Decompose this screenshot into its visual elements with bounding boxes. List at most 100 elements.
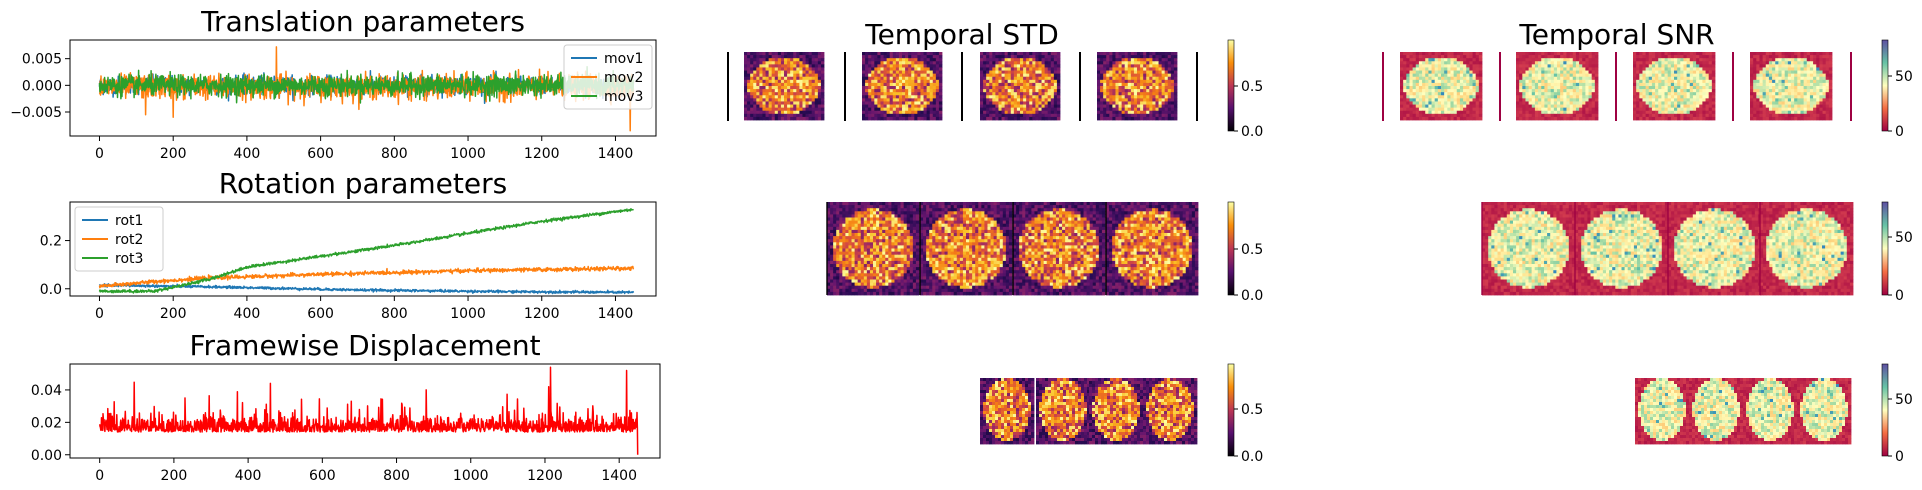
legend-label-mov2: mov2 [604, 70, 643, 86]
std-colorbar-3-bar [1227, 363, 1235, 457]
x-tick-label: 0 [95, 306, 104, 322]
rotation-x-ticks: 0 200 400 600 800 1000 1200 1400 [95, 296, 633, 322]
snr-slice-coronal-1 [1574, 202, 1669, 296]
rotation-legend: rot1 rot2 rot3 [74, 206, 164, 272]
snr-slice-axial-0 [1400, 52, 1483, 121]
std-cb2-label-1: 0.5 [1241, 242, 1263, 258]
fd-x-ticks: 0 200 400 600 800 1000 1200 1400 [95, 458, 637, 484]
temporal-std-title: Temporal STD [864, 18, 1059, 51]
legend-label-mov3: mov3 [604, 89, 643, 105]
x-tick-label: 1000 [450, 306, 486, 322]
x-tick-label: 1200 [524, 146, 560, 162]
std-slice-axial-0 [744, 52, 825, 121]
x-tick-label: 400 [235, 468, 262, 484]
x-tick-label: 1000 [453, 468, 489, 484]
x-tick-label: 600 [307, 146, 334, 162]
fd-lines [98, 366, 639, 455]
translation-title: Translation parameters [200, 5, 525, 38]
snr-axial-slices [1382, 52, 1852, 121]
std-slice-coronal-0 [826, 202, 920, 296]
x-tick-label: 800 [381, 306, 408, 322]
translation-x-ticks: 0 200 400 600 800 1000 1200 1400 [95, 136, 633, 162]
std-slice-sag-0 [980, 378, 1035, 445]
x-tick-label: 600 [307, 306, 334, 322]
snr-slice-coronal-0 [1481, 202, 1576, 296]
translation-axes-frame [69, 39, 657, 137]
translation-panel: Translation parameters 0 200 400 600 800 1000… [10, 5, 657, 162]
x-tick-label: 400 [234, 146, 261, 162]
std-cb3-label-1: 0.5 [1241, 402, 1263, 418]
snr-slice-coronal-2 [1667, 202, 1762, 296]
std-cb3-label-0: 0.0 [1241, 449, 1263, 465]
snr-slice-sag-2 [1743, 378, 1798, 445]
std-slice-sag-1 [1036, 378, 1091, 445]
fd-panel: Framewise Displacement 0 200 400 600 800 1000… [31, 329, 661, 484]
snr-colorbar-2-bar [1881, 201, 1889, 296]
std-slice-axial-2 [980, 52, 1061, 121]
snr-slice-axial-3 [1750, 52, 1833, 121]
snr-cb1-label-0: 0 [1895, 124, 1904, 140]
y-tick-label: 0.02 [31, 415, 62, 431]
x-tick-label: 800 [383, 468, 410, 484]
std-cb1-label-1: 0.5 [1241, 79, 1263, 95]
y-tick-label: 0.0 [40, 282, 62, 298]
std-colorbar-1-bar [1227, 39, 1235, 132]
std-slice-sag-2 [1089, 378, 1144, 445]
std-colorbar-2-bar [1227, 201, 1235, 296]
snr-slice-axial-2 [1633, 52, 1716, 121]
snr-colorbar-3: 0 50 [1881, 363, 1913, 465]
rotation-axes-frame [69, 201, 657, 297]
snr-sagittal-slices [1635, 378, 1852, 445]
snr-slice-axial-1 [1516, 52, 1599, 121]
std-slice-axial-3 [1097, 52, 1178, 121]
rot3-line [98, 208, 635, 294]
x-tick-label: 1000 [450, 146, 486, 162]
snr-coronal-slices [1481, 202, 1854, 296]
y-tick-label: 0.04 [31, 383, 62, 399]
snr-cb2-label-0: 0 [1895, 288, 1904, 304]
legend-label-rot3: rot3 [115, 251, 143, 267]
x-tick-label: 200 [161, 468, 188, 484]
std-coronal-slices [826, 202, 1199, 296]
x-tick-label: 800 [381, 146, 408, 162]
y-tick-label: −0.005 [10, 105, 62, 121]
translation-legend: mov1 mov2 mov3 [563, 44, 653, 110]
x-tick-label: 0 [95, 146, 104, 162]
x-tick-label: 1200 [527, 468, 563, 484]
translation-y-ticks: 0.005 0.000 −0.005 [10, 52, 70, 121]
std-slice-coronal-2 [1012, 202, 1106, 296]
legend-label-rot1: rot1 [115, 213, 143, 229]
fd-axes-frame [69, 363, 661, 459]
snr-slice-sag-1 [1689, 378, 1744, 445]
rotation-y-ticks: 0.2 0.0 [40, 234, 70, 298]
mov3-line [98, 65, 635, 104]
fd-line [98, 366, 639, 455]
x-tick-label: 400 [234, 306, 261, 322]
legend-box [563, 44, 653, 110]
y-tick-label: 0.005 [22, 52, 62, 68]
x-tick-label: 200 [160, 306, 187, 322]
std-slice-axial-1 [862, 52, 943, 121]
x-tick-label: 0 [95, 468, 104, 484]
std-cb2-label-0: 0.0 [1241, 288, 1263, 304]
std-sagittal-slices [980, 378, 1198, 445]
snr-cb3-label-0: 0 [1895, 449, 1904, 465]
rot2-line [98, 265, 635, 289]
std-cb1-label-0: 0.0 [1241, 124, 1263, 140]
std-slice-coronal-1 [919, 202, 1013, 296]
snr-slice-sag-0 [1635, 378, 1690, 445]
std-colorbar-2: 0.0 0.5 [1227, 201, 1263, 304]
y-tick-label: 0.000 [22, 78, 62, 94]
x-tick-label: 1200 [524, 306, 560, 322]
y-tick-label: 0.2 [40, 234, 62, 250]
x-tick-label: 1400 [598, 306, 634, 322]
temporal-snr-column: Temporal SNR 0 50 0 50 0 50 [1382, 18, 1913, 465]
rotation-panel: Rotation parameters 0 200 400 600 800 1000 120… [40, 167, 657, 322]
translation-lines [98, 46, 635, 132]
fd-y-ticks: 0.04 0.02 0.00 [31, 383, 70, 464]
std-slice-sag-3 [1143, 378, 1198, 445]
snr-cb3-label-1: 50 [1895, 392, 1913, 408]
legend-label-rot2: rot2 [115, 232, 143, 248]
std-axial-slices [727, 52, 1198, 121]
